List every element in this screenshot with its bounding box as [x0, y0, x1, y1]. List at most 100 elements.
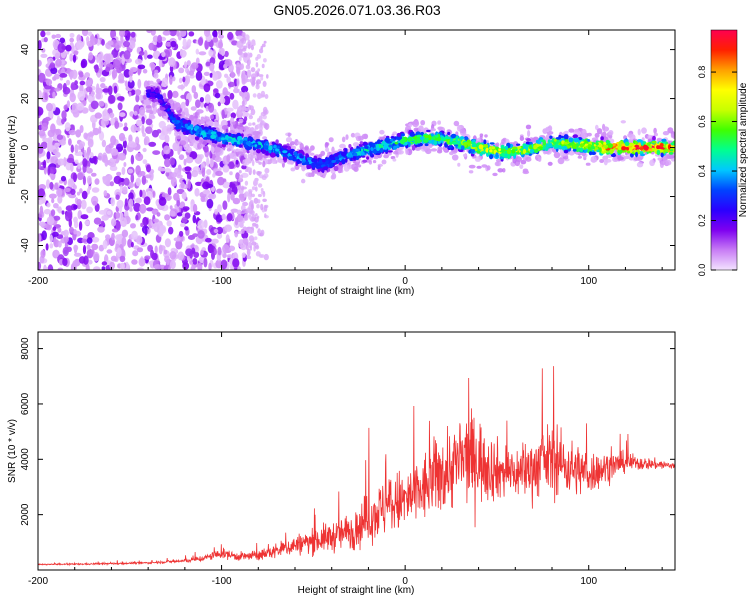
heatmap-noise-cell	[76, 172, 84, 181]
heatmap-noise-cell	[38, 188, 46, 198]
heatmap-noise-cell	[255, 61, 259, 68]
heatmap-noise-cell	[49, 62, 56, 69]
heatmap-noise-cell	[42, 197, 47, 204]
heatmap-halo-cell	[657, 157, 662, 161]
heatmap-noise-cell	[234, 230, 239, 238]
heatmap-noise-cell	[135, 235, 143, 245]
heatmap-noise-cell	[57, 240, 62, 248]
heatmap-noise-cell	[230, 112, 236, 119]
heatmap-halo-cell	[649, 159, 655, 167]
heatmap-noise-cell	[203, 257, 208, 268]
heatmap-noise-cell	[110, 255, 118, 262]
heatmap-halo-cell	[174, 131, 179, 137]
heatmap-ridge-cell	[525, 152, 530, 155]
snr-series-line	[38, 366, 675, 567]
heatmap-noise-cell	[92, 251, 100, 262]
heatmap-noise-cell	[59, 73, 68, 78]
heatmap-noise-cell	[184, 212, 191, 219]
heatmap-ridge-cell	[563, 134, 569, 140]
heatmap-halo-cell	[497, 168, 504, 173]
heatmap-halo-cell	[151, 101, 156, 109]
heatmap-noise-cell	[255, 56, 259, 61]
heatmap-noise-cell	[254, 216, 259, 223]
heatmap-halo-cell	[373, 156, 379, 160]
heatmap-ridge-cell	[516, 143, 521, 146]
heatmap-noise-cell	[142, 216, 149, 227]
heatmap-noise-cell	[43, 266, 49, 270]
heatmap-noise-cell	[57, 195, 63, 204]
heatmap-noise-cell	[241, 100, 245, 106]
heatmap-noise-cell	[122, 139, 127, 149]
heatmap-noise-cell	[193, 143, 198, 149]
heatmap-noise-cell	[232, 99, 239, 110]
heatmap-noise-cell	[38, 59, 42, 67]
heatmap-halo-cell	[600, 132, 607, 137]
heatmap-ridge-cell	[525, 145, 529, 151]
heatmap-ridge-cell	[424, 143, 429, 147]
heatmap-ridge-cell	[237, 135, 243, 142]
heatmap-noise-cell	[212, 30, 218, 37]
heatmap-ridge-cell	[440, 135, 444, 139]
heatmap-noise-cell	[130, 31, 136, 38]
heatmap-noise-cell	[184, 61, 187, 69]
heatmap-halo-cell	[479, 133, 484, 137]
heatmap-noise-cell	[189, 74, 195, 79]
heatmap-ridge-cell	[210, 134, 216, 140]
heatmap-noise-cell	[94, 64, 99, 73]
heatmap-halo-cell	[145, 109, 153, 113]
heatmap-noise-cell	[49, 181, 54, 190]
heatmap-noise-cell	[105, 234, 111, 240]
heatmap-noise-cell	[38, 261, 42, 270]
heatmap-halo-cell	[353, 166, 359, 172]
figure-title: GN05.2026.071.03.36.R03	[273, 2, 441, 18]
heatmap-noise-cell	[110, 148, 119, 156]
heatmap-halo-cell	[512, 156, 517, 164]
heatmap-noise-cell	[85, 79, 92, 88]
y-tick-label: -20	[20, 189, 31, 204]
heatmap-noise-cell	[263, 110, 268, 115]
heatmap-ridge-cell	[324, 158, 329, 161]
heatmap-noise-cell	[103, 53, 111, 63]
heatmap-noise-cell	[104, 157, 109, 167]
heatmap-noise-cell	[167, 90, 173, 100]
heatmap-halo-cell	[316, 172, 324, 176]
heatmap-ridge-cell	[305, 154, 310, 159]
heatmap-ridge-cell	[454, 144, 459, 147]
heatmap-ridge-cell	[362, 159, 368, 163]
heatmap-halo-cell	[320, 150, 326, 156]
heatmap-ridge-cell	[433, 140, 438, 145]
colorbar: 0.00.20.40.60.8 Normalized spectral ampl…	[697, 29, 749, 276]
heatmap-noise-cell	[222, 91, 231, 96]
heatmap-noise-cell	[170, 176, 177, 187]
heatmap-ridge-cell	[167, 111, 173, 115]
heatmap-ridge-cell	[245, 141, 252, 146]
heatmap-noise-cell	[48, 109, 54, 119]
heatmap-ridge-cell	[366, 156, 370, 160]
heatmap-halo-cell	[563, 130, 569, 134]
heatmap-noise-cell	[258, 161, 262, 165]
heatmap-halo-cell	[247, 133, 253, 138]
heatmap-noise-cell	[86, 175, 92, 185]
heatmap-noise-cell	[158, 244, 163, 255]
heatmap-halo-cell	[299, 143, 304, 150]
heatmap-noise-cell	[164, 168, 172, 173]
heatmap-halo-cell	[468, 170, 474, 174]
heatmap-ridge-cell	[194, 125, 200, 130]
colorbar-tick-label: 0.8	[697, 66, 707, 79]
heatmap-noise-cell	[68, 129, 77, 136]
heatmap-ridge-cell	[430, 133, 434, 137]
heatmap-ridge-cell	[282, 150, 288, 154]
heatmap-ridge-cell	[169, 116, 174, 120]
heatmap-noise-cell	[86, 237, 93, 244]
heatmap-noise-cell	[214, 208, 219, 215]
heatmap-halo-cell	[574, 128, 580, 133]
heatmap-noise-cell	[176, 30, 180, 37]
heatmap-noise-cell	[135, 214, 139, 221]
heatmap-noise-cell	[74, 220, 79, 229]
heatmap-ridge-cell	[648, 151, 652, 154]
heatmap-noise-cell	[190, 203, 194, 212]
heatmap-halo-cell	[641, 127, 647, 134]
heatmap-noise-cell	[256, 72, 260, 77]
heatmap-noise-cell	[51, 198, 55, 204]
heatmap-noise-cell	[241, 78, 246, 85]
